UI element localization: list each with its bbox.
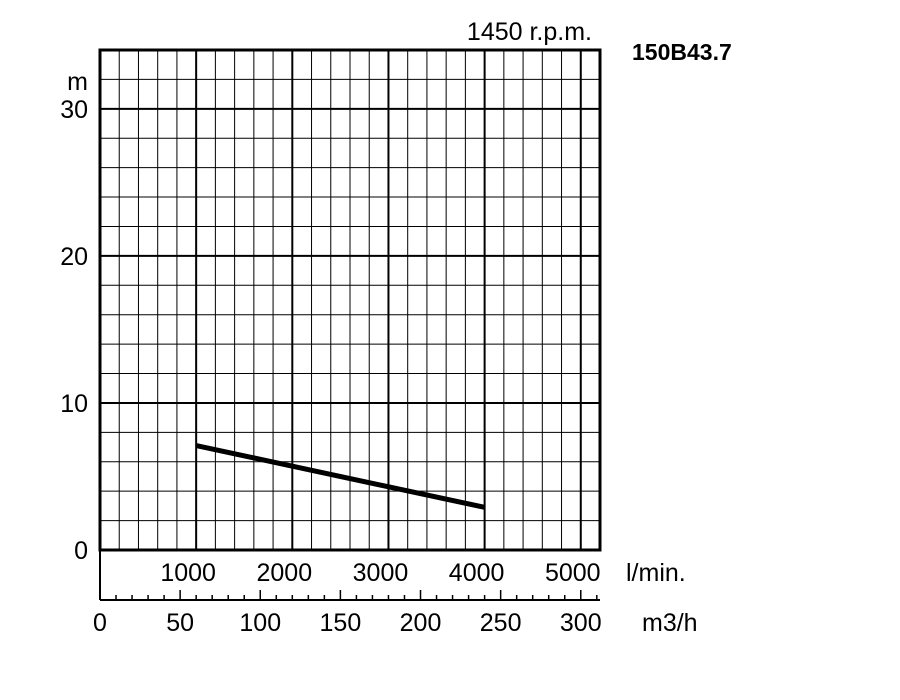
m3h-tick-label: 200: [400, 609, 442, 637]
lpm-tick-label: 5000: [545, 559, 601, 587]
plot-frame: [98, 48, 602, 552]
lpm-tick-label: 3000: [353, 559, 409, 587]
m3h-tick-label: 100: [239, 609, 281, 637]
y-tick-labels: 0 10 20 30: [60, 96, 88, 565]
series-layer: [195, 443, 486, 510]
m3h-tick-label: 300: [560, 609, 602, 637]
grid-minor-lines: [100, 50, 600, 550]
y-tick-label: 10: [60, 390, 88, 418]
m3h-unit-label: m3/h: [642, 609, 698, 637]
lpm-tick-label: 1000: [160, 559, 216, 587]
lpm-tick-labels: 1000 2000 3000 4000 5000: [160, 559, 600, 587]
m3h-tick-marks: [115, 590, 598, 600]
m3h-tick-labels: 0 50 100 150 200 250 300: [93, 609, 602, 637]
m3h-tick-label: 0: [93, 609, 107, 637]
y-tick-label: 20: [60, 243, 88, 271]
speed-label: 1450 r.p.m.: [467, 18, 592, 46]
lpm-tick-label: 4000: [449, 559, 505, 587]
y-tick-label: 30: [60, 96, 88, 124]
lpm-tick-label: 2000: [256, 559, 312, 587]
y-tick-label: 0: [74, 537, 88, 565]
series-line: [195, 443, 486, 510]
lpm-unit-label: l/min.: [626, 559, 686, 587]
m3h-tick-label: 250: [480, 609, 522, 637]
model-label: 150B43.7: [632, 39, 732, 65]
m3h-tick-label: 150: [320, 609, 362, 637]
m3h-tick-label: 50: [166, 609, 194, 637]
y-axis-label: m: [67, 68, 88, 96]
